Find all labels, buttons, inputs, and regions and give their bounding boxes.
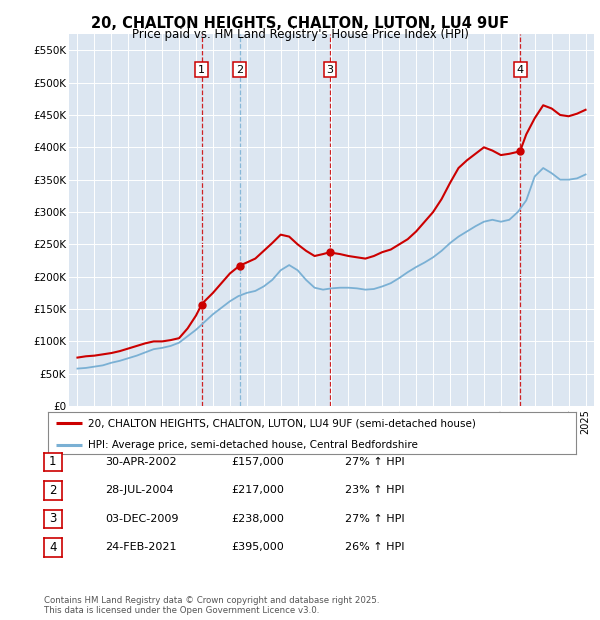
Text: Price paid vs. HM Land Registry's House Price Index (HPI): Price paid vs. HM Land Registry's House … <box>131 28 469 41</box>
Text: 4: 4 <box>49 541 56 554</box>
Text: HPI: Average price, semi-detached house, Central Bedfordshire: HPI: Average price, semi-detached house,… <box>88 440 418 450</box>
Text: 3: 3 <box>326 64 334 74</box>
Text: 23% ↑ HPI: 23% ↑ HPI <box>345 485 404 495</box>
Text: 26% ↑ HPI: 26% ↑ HPI <box>345 542 404 552</box>
Text: 27% ↑ HPI: 27% ↑ HPI <box>345 514 404 524</box>
Text: 2: 2 <box>49 484 56 497</box>
Text: 28-JUL-2004: 28-JUL-2004 <box>105 485 173 495</box>
Text: Contains HM Land Registry data © Crown copyright and database right 2025.
This d: Contains HM Land Registry data © Crown c… <box>44 596 379 615</box>
Text: £238,000: £238,000 <box>231 514 284 524</box>
Text: 3: 3 <box>49 513 56 525</box>
Text: 1: 1 <box>49 456 56 468</box>
Text: 30-APR-2002: 30-APR-2002 <box>105 457 176 467</box>
Text: 03-DEC-2009: 03-DEC-2009 <box>105 514 179 524</box>
Text: 24-FEB-2021: 24-FEB-2021 <box>105 542 176 552</box>
Text: £157,000: £157,000 <box>231 457 284 467</box>
Text: 27% ↑ HPI: 27% ↑ HPI <box>345 457 404 467</box>
Text: 1: 1 <box>198 64 205 74</box>
Text: £217,000: £217,000 <box>231 485 284 495</box>
Text: 20, CHALTON HEIGHTS, CHALTON, LUTON, LU4 9UF (semi-detached house): 20, CHALTON HEIGHTS, CHALTON, LUTON, LU4… <box>88 418 475 428</box>
Text: £395,000: £395,000 <box>231 542 284 552</box>
Text: 4: 4 <box>517 64 524 74</box>
Text: 2: 2 <box>236 64 243 74</box>
Text: 20, CHALTON HEIGHTS, CHALTON, LUTON, LU4 9UF: 20, CHALTON HEIGHTS, CHALTON, LUTON, LU4… <box>91 16 509 30</box>
